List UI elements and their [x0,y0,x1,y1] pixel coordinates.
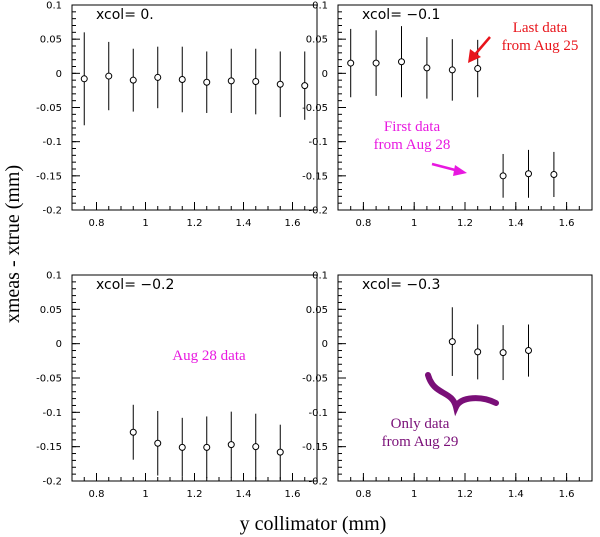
y-tick-label: -0.2 [308,206,328,217]
annotation-text: Only data from Aug 29 [382,416,459,450]
y-tick-label: 0.05 [306,305,328,316]
y-tick-label: 0.1 [46,1,62,12]
data-point [448,66,456,74]
x-axis-label: y collimator (mm) [240,513,387,535]
panel-title: xcol= 0. [96,7,154,23]
data-point [347,59,355,67]
y-tick-label: 0.1 [312,1,328,12]
x-tick-label: 1.4 [508,218,524,229]
y-tick-label: 0.1 [312,271,328,282]
data-point [203,78,211,86]
y-tick-label: -0.2 [42,477,62,488]
data-point [499,349,507,357]
panels: 0.1 0.05 0 -0.05 -0.1 -0.15 -0.2 0.8 1 1.2 1.4 1.6 x… [36,1,593,500]
x-tick-label: 0.8 [355,218,371,229]
panel-title: xcol= −0.3 [362,277,440,293]
y-tick-label: 0.1 [46,271,62,282]
y-tick-label: 0 [322,339,328,350]
y-tick-label: -0.05 [302,374,328,385]
y-tick-label: -0.1 [42,137,62,148]
x-tick-label: 1.6 [559,218,575,229]
y-tick-label: -0.05 [36,374,62,385]
data-point [398,58,405,66]
x-tick-label: 1.2 [187,489,203,500]
x-tick-label: 1.2 [457,218,473,229]
panel-3: 0.1 0.05 0 -0.05 -0.1 -0.15 -0.2 0.8 1 1.2 1.4 1.6 x… [36,271,318,500]
y-tick-label: -0.15 [36,442,62,453]
panel-1: 0.1 0.05 0 -0.05 -0.1 -0.15 -0.2 0.8 1 1.2 1.4 1.6 x… [36,1,318,229]
data-point [550,170,558,178]
annotation-text: Aug 28 data [172,348,246,364]
y-tick-label: 0.05 [306,35,328,46]
y-axis-label: xmeas - xtrue (mm) [2,165,24,323]
x-tick-label: 1 [411,218,417,229]
x-tick-label: 0.8 [355,489,371,500]
x-tick-label: 1 [142,489,148,500]
y-tick-label: 0.05 [40,35,62,46]
y-tick-label: -0.05 [302,103,328,114]
data-point [129,428,137,436]
panel-2: 0.1 0.05 0 -0.05 -0.1 -0.15 -0.2 0.8 1 1.2 1.4 1.6 x… [302,1,593,229]
x-tick-label: 1 [411,489,417,500]
data-point [525,170,532,178]
data-point [372,59,380,67]
x-tick-label: 1.4 [508,489,524,500]
magenta-arrow-head [453,165,467,176]
annotation-text: First data from Aug 28 [374,119,451,153]
y-tick-label: 0 [56,69,62,80]
y-tick-label: 0 [322,69,328,80]
panel-4: 0.1 0.05 0 -0.05 -0.1 -0.15 -0.2 0.8 1 1.2 1.4 1.6 x… [302,271,593,500]
data-point [252,443,260,451]
x-tick-label: 1.6 [559,489,575,500]
purple-brace [425,372,499,417]
x-tick-label: 1.6 [285,218,301,229]
panel-title: xcol= −0.1 [362,7,440,23]
y-tick-label: -0.15 [36,171,62,182]
annotation-text: Last data from Aug 25 [502,20,579,54]
data-point [276,448,284,456]
data-point [227,441,235,449]
x-tick-label: 1 [142,218,148,229]
data-point [178,75,186,83]
x-tick-label: 1.2 [187,218,203,229]
y-tick-label: -0.1 [308,408,328,419]
x-tick-label: 1.4 [236,489,252,500]
data-point [474,348,482,356]
data-point [178,443,186,451]
y-tick-label: 0.05 [40,305,62,316]
data-point [80,75,88,83]
x-tick-label: 1.2 [457,489,473,500]
data-point [525,347,532,355]
y-tick-label: -0.15 [302,171,328,182]
data-point [252,78,260,86]
panel-title: xcol= −0.2 [96,277,174,293]
plot-frame [337,274,593,482]
y-tick-label: -0.2 [308,477,328,488]
data-point [105,72,113,80]
x-tick-label: 0.8 [89,218,105,229]
y-tick-label: 0 [56,339,62,350]
data-point [423,64,431,72]
red-arrow-head [468,49,481,63]
data-point [227,77,235,85]
data-point [301,82,309,90]
y-tick-label: -0.2 [42,206,62,217]
y-tick-label: -0.1 [308,137,328,148]
data-point [154,73,162,81]
y-tick-label: -0.15 [302,442,328,453]
data-point [154,439,162,447]
data-point [448,338,456,346]
data-point [203,443,211,451]
y-tick-label: -0.1 [42,408,62,419]
data-point [129,76,137,84]
y-tick-label: -0.05 [36,103,62,114]
annotation-marks [425,36,499,417]
data-point [499,172,507,180]
data-point [276,80,284,88]
x-tick-label: 1.6 [285,489,301,500]
data-point [474,65,482,73]
x-tick-label: 0.8 [89,489,105,500]
x-tick-label: 1.4 [236,218,252,229]
